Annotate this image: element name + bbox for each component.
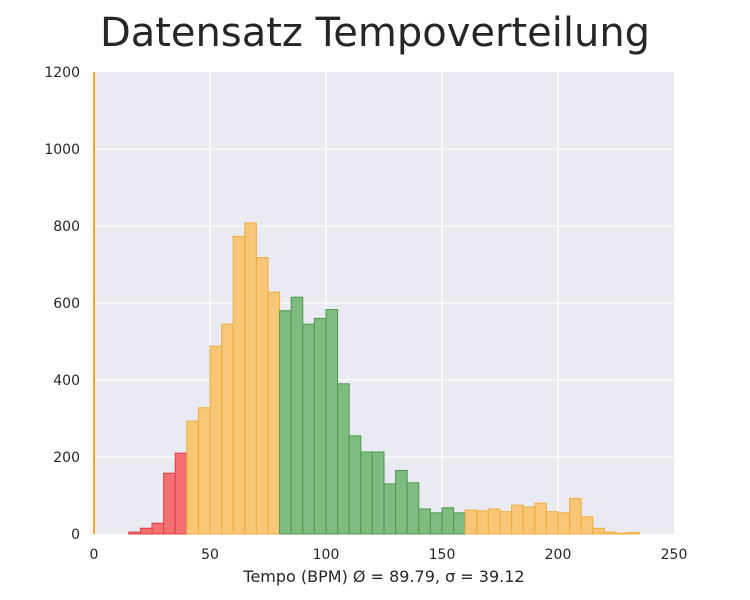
histogram-bar-mid [627, 531, 640, 535]
histogram-bar-mid [209, 345, 223, 535]
histogram-bar-normal [453, 512, 466, 535]
x-tick-label: 150 [429, 547, 456, 563]
histogram-bar-slow [128, 531, 141, 535]
histogram-bar-mid [487, 508, 501, 535]
histogram-bar-mid [197, 407, 211, 535]
histogram-bar-normal [290, 296, 304, 535]
x-tick-label: 100 [313, 547, 340, 563]
histogram-bar-mid [511, 504, 524, 535]
histogram-bar-normal [441, 507, 455, 535]
histogram-bar-mid [615, 532, 629, 535]
y-tick-label: 1200 [44, 65, 80, 81]
histogram-bar-mid [580, 516, 594, 535]
histogram-bar-normal [348, 435, 362, 535]
histogram-bar-mid [267, 291, 281, 535]
histogram-bar-slow [174, 452, 188, 535]
histogram-bar-mid [244, 222, 257, 535]
x-tick-labels: 0 50 100 150 200 250 [90, 547, 688, 563]
y-tick-label: 0 [71, 527, 80, 543]
histogram-bar-slow [163, 472, 176, 535]
histogram-bar-normal [313, 317, 327, 535]
histogram-bar-mid [592, 527, 605, 535]
histogram-bar-mid [545, 511, 559, 535]
histogram-bar-normal [406, 482, 420, 535]
x-tick-label: 50 [201, 547, 219, 563]
histogram-bar-mid [603, 531, 617, 535]
histogram-bar-mid [476, 510, 489, 535]
y-tick-label: 200 [53, 450, 80, 466]
histogram-bar-mid [232, 235, 246, 535]
y-tick-label: 400 [53, 373, 80, 389]
histogram-bar-mid [569, 498, 582, 535]
histogram-bar-normal [360, 451, 373, 535]
histogram-bar-mid [221, 323, 234, 535]
histogram-bar-mid [522, 506, 536, 535]
y-tick-labels: 0 200 400 600 800 1000 1200 [44, 65, 80, 543]
histogram-bar-mid [534, 502, 547, 535]
x-tick-label: 0 [90, 547, 99, 563]
histogram-bar-normal [279, 310, 292, 535]
histogram-bars [128, 222, 640, 535]
histogram-bar-mid [557, 512, 571, 535]
x-tick-label: 250 [661, 547, 688, 563]
histogram-bar-normal [371, 451, 385, 535]
histogram-bar-normal [302, 323, 315, 535]
grid-lines [94, 72, 674, 534]
x-tick-label: 200 [545, 547, 572, 563]
histogram-bar-slow [151, 522, 165, 535]
histogram-bar-mid [464, 509, 478, 535]
histogram-bar-normal [383, 483, 397, 535]
histogram-bar-normal [337, 383, 350, 535]
chart-title: Datensatz Tempoverteilung [100, 10, 650, 56]
histogram-bar-mid [186, 420, 199, 535]
histogram-bar-slow [139, 527, 153, 535]
y-tick-label: 600 [53, 296, 80, 312]
histogram-bar-normal [429, 512, 443, 535]
histogram-bar-normal [395, 469, 408, 535]
y-tick-label: 1000 [44, 142, 80, 158]
histogram-bar-normal [418, 508, 431, 535]
histogram-bar-mid [255, 257, 269, 535]
histogram-bar-normal [325, 309, 339, 535]
x-axis-label: Tempo (BPM) Ø = 89.79, σ = 39.12 [242, 567, 524, 586]
histogram-bar-mid [499, 511, 513, 535]
y-tick-label: 800 [53, 219, 80, 235]
